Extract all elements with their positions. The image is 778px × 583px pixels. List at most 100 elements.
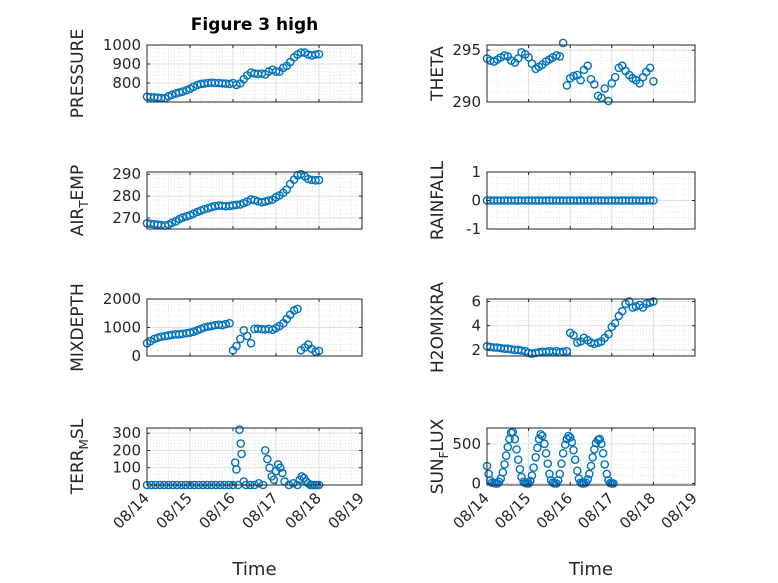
axes-box	[486, 298, 696, 357]
y-tick-label: 100	[112, 459, 141, 477]
y-tick-label: 1000	[103, 36, 141, 54]
data-series	[482, 427, 618, 488]
y-tick-label: 290	[112, 165, 141, 183]
y-axis-label: SUNFLUX	[428, 418, 451, 494]
y-tick-label: -1	[466, 220, 481, 238]
y-label-subscript: T	[77, 200, 91, 209]
subplot-5: 0 1000 2000 MIXDEPTH	[68, 283, 363, 372]
data-point	[275, 463, 285, 473]
data-point	[649, 297, 658, 306]
y-tick-label: 295	[452, 41, 481, 59]
data-point	[246, 338, 256, 348]
grid	[146, 428, 363, 486]
axes-box	[146, 427, 363, 486]
axes-box	[146, 44, 363, 103]
data-point	[265, 463, 274, 473]
data-point	[236, 439, 246, 448]
y-tick-label: 4	[471, 317, 481, 335]
x-tick-label: 08/19	[325, 489, 368, 532]
data-point	[517, 472, 526, 482]
data-point	[562, 346, 572, 356]
data-point	[263, 454, 272, 464]
data-point	[555, 52, 565, 61]
y-tick-label: 2000	[103, 290, 141, 308]
y-tick-label: 1	[471, 163, 481, 181]
data-point	[167, 90, 177, 100]
data-point	[567, 437, 577, 447]
subplot-3: 270 280 290 AIRTEMP	[68, 165, 363, 236]
data-point	[512, 445, 521, 454]
chart-title: Figure 3 high	[191, 15, 319, 35]
data-point	[232, 80, 241, 90]
data-point	[583, 61, 592, 71]
data-point	[541, 449, 551, 458]
y-tick-label: 900	[112, 55, 141, 73]
x-tick-label: 08/14	[450, 489, 493, 532]
y-label-part: TERR	[68, 449, 88, 495]
y-label-subscript: M	[77, 439, 91, 449]
y-label-part: AIR	[68, 208, 88, 237]
data-point	[538, 431, 547, 441]
data-point	[569, 71, 578, 81]
data-point	[232, 465, 241, 474]
data-point	[597, 439, 606, 449]
data-point	[570, 455, 580, 464]
data-point	[529, 463, 538, 472]
data-point	[604, 329, 613, 339]
data-point	[314, 175, 324, 185]
data-point	[185, 328, 195, 337]
data-point	[515, 464, 525, 474]
y-tick-label: 0	[131, 476, 141, 494]
data-series	[482, 297, 658, 358]
y-tick-label: 200	[112, 441, 141, 459]
data-point	[600, 460, 610, 469]
data-point	[178, 87, 187, 96]
y-tick-label: 280	[112, 187, 141, 205]
x-tick-label: 08/16	[533, 489, 576, 532]
data-point	[269, 475, 279, 485]
x-tick-label: 08/15	[153, 489, 196, 532]
y-label-part: SL	[68, 418, 88, 439]
y-tick-label: 0	[471, 474, 481, 492]
data-point	[610, 72, 620, 82]
data-series	[142, 169, 324, 231]
x-tick-label: 08/16	[196, 489, 239, 532]
x-tick-label: 08/19	[658, 489, 701, 532]
data-series	[482, 196, 658, 205]
data-point	[510, 434, 520, 444]
data-point	[254, 478, 264, 488]
data-point	[586, 461, 596, 471]
data-point	[167, 218, 177, 228]
data-point	[609, 479, 618, 488]
x-tick-label: 08/14	[110, 489, 153, 532]
data-point	[189, 327, 198, 337]
data-point	[264, 196, 273, 205]
y-axis-label: RAINFALL	[428, 160, 448, 240]
axes-box	[486, 44, 696, 103]
data-point	[178, 213, 187, 222]
y-label-part: LUX	[428, 418, 448, 451]
data-point	[503, 442, 513, 452]
data-point	[498, 468, 508, 477]
data-point	[617, 306, 627, 316]
data-point	[558, 449, 568, 458]
data-point	[645, 63, 655, 73]
data-point	[569, 331, 578, 340]
data-point	[314, 49, 324, 59]
axes-box	[146, 171, 363, 230]
y-axis-label: AIRTEMP	[68, 165, 91, 236]
axes-box	[486, 427, 696, 486]
y-tick-label: 2	[471, 341, 481, 359]
x-tick-label: 08/18	[616, 489, 659, 532]
data-point	[293, 304, 302, 314]
data-point	[533, 443, 542, 453]
data-point	[598, 449, 608, 458]
y-axis-label: H2OMIXRA	[428, 282, 448, 373]
data-point	[543, 459, 553, 468]
data-point	[311, 50, 320, 59]
data-point	[649, 76, 658, 86]
data-point	[500, 460, 509, 469]
